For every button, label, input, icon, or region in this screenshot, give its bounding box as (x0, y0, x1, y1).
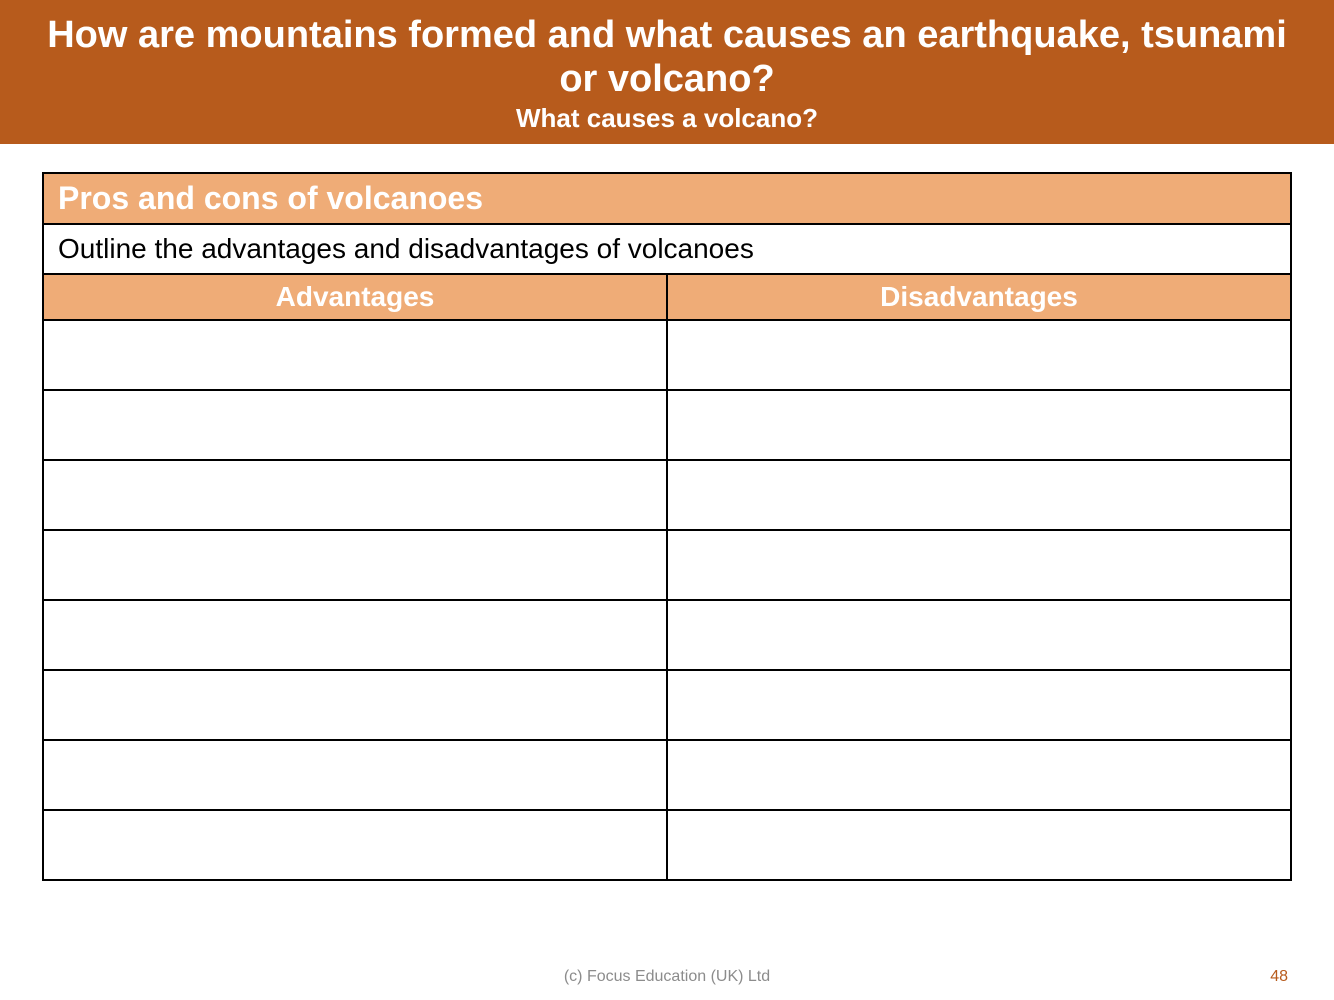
worksheet-content: Pros and cons of volcanoes Outline the a… (0, 144, 1334, 881)
table-row (667, 810, 1291, 880)
table-row (43, 670, 667, 740)
page-title: How are mountains formed and what causes… (40, 14, 1294, 101)
table-row (667, 320, 1291, 390)
slide-header: How are mountains formed and what causes… (0, 0, 1334, 144)
table-row (43, 810, 667, 880)
table-row (667, 740, 1291, 810)
footer-copyright: (c) Focus Education (UK) Ltd (0, 968, 1334, 986)
table-row (667, 460, 1291, 530)
instruction: Outline the advantages and disadvantages… (43, 224, 1291, 274)
table-row (667, 390, 1291, 460)
table-row (667, 670, 1291, 740)
table-row (43, 390, 667, 460)
section-title: Pros and cons of volcanoes (43, 173, 1291, 224)
col-header-disadvantages: Disadvantages (667, 274, 1291, 320)
table-row (43, 740, 667, 810)
table-row (667, 600, 1291, 670)
table-row (43, 320, 667, 390)
page-number: 48 (1270, 968, 1288, 986)
pros-cons-table: Pros and cons of volcanoes Outline the a… (42, 172, 1292, 881)
table-row (43, 460, 667, 530)
table-row (667, 530, 1291, 600)
col-header-advantages: Advantages (43, 274, 667, 320)
table-row (43, 530, 667, 600)
page-subtitle: What causes a volcano? (40, 103, 1294, 134)
table-row (43, 600, 667, 670)
